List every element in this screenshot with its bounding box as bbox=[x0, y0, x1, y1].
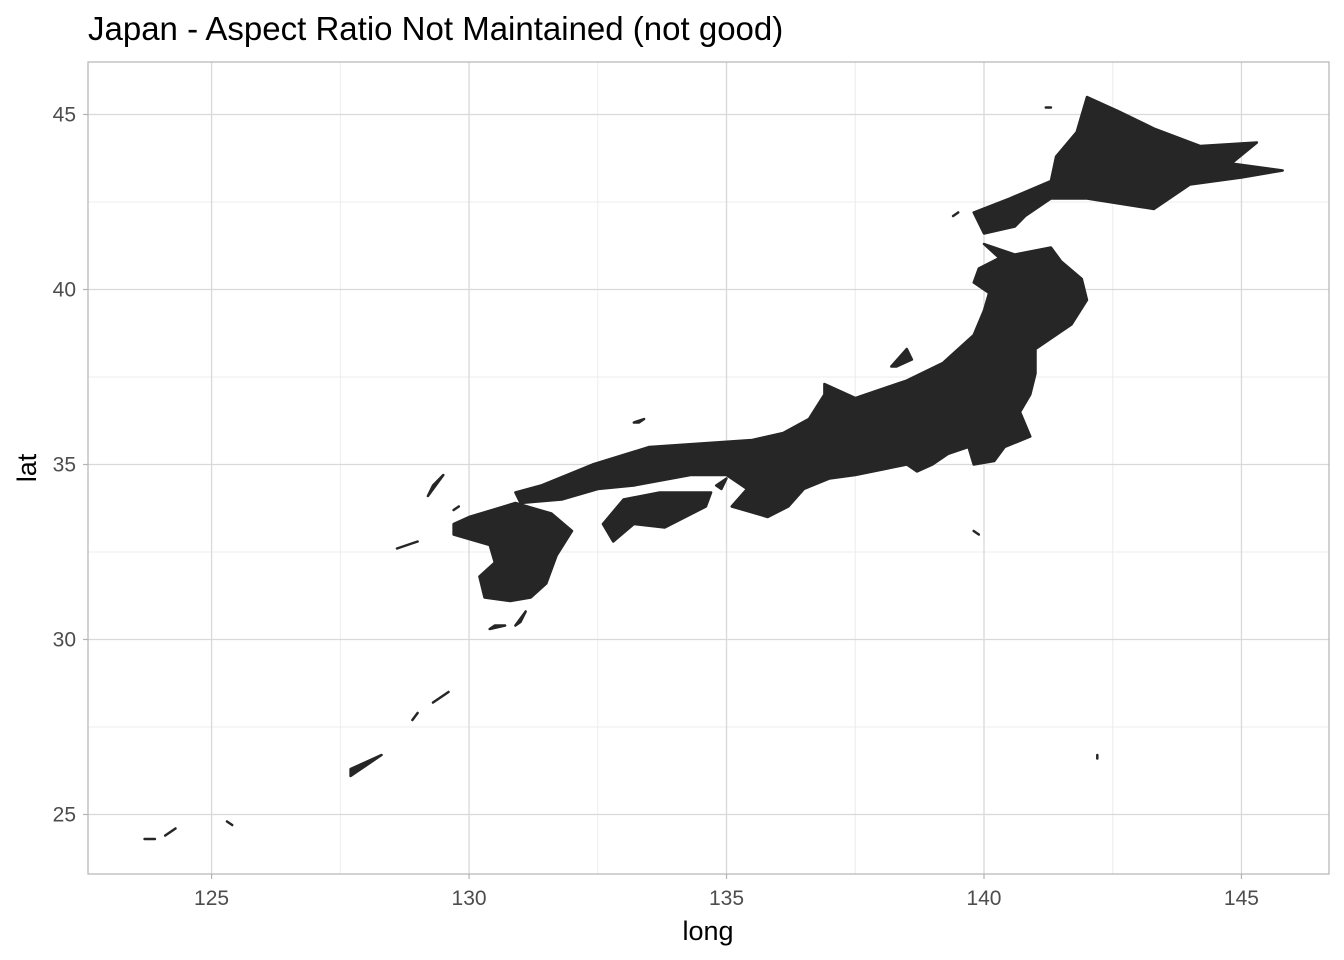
x-tick-label: 130 bbox=[452, 887, 487, 910]
region-tokunoshima bbox=[411, 711, 419, 722]
region-tsushima bbox=[426, 473, 445, 498]
x-axis-title: long bbox=[682, 916, 733, 946]
region-okinawa bbox=[349, 753, 383, 778]
map-regions bbox=[143, 95, 1284, 841]
y-tick-label: 35 bbox=[53, 454, 76, 477]
region-shikoku bbox=[601, 491, 713, 543]
region-tanegashima bbox=[514, 610, 527, 627]
panel-border bbox=[87, 61, 1330, 875]
y-tick-label: 25 bbox=[53, 804, 76, 827]
region-hokkaido bbox=[972, 95, 1284, 235]
region-oki bbox=[632, 417, 646, 424]
x-axis-ticks: 125 130 135 140 145 bbox=[194, 874, 1259, 910]
region-ishigaki bbox=[163, 827, 177, 837]
region-amami bbox=[431, 690, 450, 704]
x-tick-label: 125 bbox=[194, 887, 229, 910]
region-kyushu bbox=[452, 501, 574, 603]
region-yakushima bbox=[488, 624, 507, 631]
y-tick-label: 30 bbox=[53, 629, 76, 652]
region-miyako bbox=[225, 820, 234, 827]
major-gridlines bbox=[88, 62, 1329, 874]
region-okushiri bbox=[951, 211, 960, 218]
x-tick-label: 140 bbox=[966, 887, 1001, 910]
x-tick-label: 145 bbox=[1224, 887, 1259, 910]
chart-title: Japan - Aspect Ratio Not Maintained (not… bbox=[88, 10, 783, 47]
region-honshu bbox=[514, 242, 1089, 519]
y-tick-label: 40 bbox=[53, 279, 76, 302]
region-goto bbox=[395, 540, 419, 550]
x-tick-label: 135 bbox=[709, 887, 744, 910]
y-tick-label: 45 bbox=[53, 104, 76, 127]
region-iki bbox=[452, 505, 461, 512]
region-awaji bbox=[714, 477, 728, 491]
region-hachijo bbox=[972, 529, 981, 536]
y-axis-ticks: 25 30 35 40 45 bbox=[53, 104, 88, 827]
y-axis-title: lat bbox=[12, 453, 42, 482]
region-sado bbox=[890, 347, 914, 368]
